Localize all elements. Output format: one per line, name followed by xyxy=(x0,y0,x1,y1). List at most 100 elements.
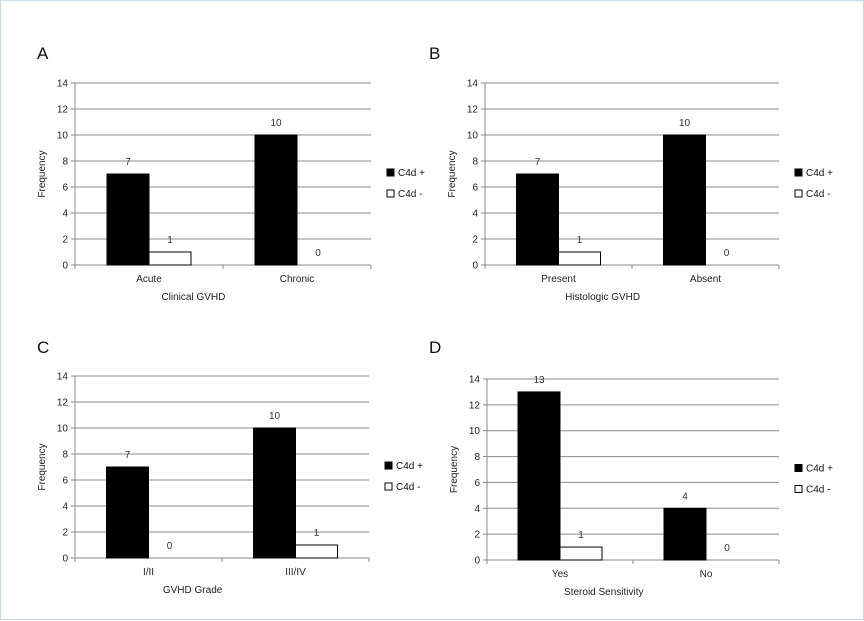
category-label: No xyxy=(700,569,713,580)
y-tick-label: 2 xyxy=(474,530,480,541)
y-tick-label: 8 xyxy=(62,157,68,168)
data-label: 7 xyxy=(125,157,131,168)
y-axis-label: Frequency xyxy=(449,446,460,493)
x-axis-label: Steroid Sensitivity xyxy=(564,587,643,598)
legend-swatch xyxy=(794,168,803,177)
y-tick-label: 14 xyxy=(469,375,481,386)
y-tick-label: 14 xyxy=(57,79,69,90)
data-label: 1 xyxy=(578,530,584,541)
bar-c4d-negative xyxy=(148,251,192,266)
y-tick-label: 10 xyxy=(57,424,69,435)
data-label: 10 xyxy=(269,411,281,422)
data-label: 0 xyxy=(724,248,730,259)
data-label: 1 xyxy=(314,528,320,539)
y-tick-label: 0 xyxy=(474,556,480,567)
legend-swatch xyxy=(794,189,803,198)
y-axis-label: Frequency xyxy=(447,150,458,197)
panel-letter: D xyxy=(429,338,441,357)
panel-letter: C xyxy=(37,338,49,357)
y-axis-label: Frequency xyxy=(37,150,48,197)
legend-label: C4d - xyxy=(806,189,830,200)
panel-d: D 0 2 4 6 8 10 12 14 Frequency 13 1 Yes 4 0 No Steroid S… xyxy=(429,338,833,598)
legend-label: C4d - xyxy=(806,485,830,496)
bar-c4d-positive xyxy=(106,466,149,559)
data-label: 0 xyxy=(315,248,321,259)
category-label: I/II xyxy=(143,567,154,578)
bar-c4d-positive xyxy=(106,173,150,266)
y-tick-label: 12 xyxy=(57,105,69,116)
y-tick-label: 4 xyxy=(472,209,478,220)
data-label: 4 xyxy=(682,491,688,502)
y-tick-label: 4 xyxy=(62,209,68,220)
legend-swatch xyxy=(386,189,395,198)
legend-swatch xyxy=(384,461,393,470)
y-tick-label: 12 xyxy=(467,105,479,116)
bar-c4d-positive xyxy=(253,427,296,559)
y-tick-label: 0 xyxy=(62,554,68,565)
category-label: Yes xyxy=(552,569,568,580)
y-tick-label: 8 xyxy=(474,452,480,463)
y-tick-label: 2 xyxy=(62,528,68,539)
category-label: Chronic xyxy=(280,274,314,285)
y-tick-label: 10 xyxy=(469,426,481,437)
data-label: 13 xyxy=(533,375,545,386)
y-tick-label: 6 xyxy=(62,476,68,487)
y-tick-label: 14 xyxy=(57,372,69,383)
y-tick-label: 6 xyxy=(472,183,478,194)
panel-letter: B xyxy=(429,44,440,63)
y-tick-label: 10 xyxy=(57,131,69,142)
y-tick-label: 4 xyxy=(62,502,68,513)
panel-a: A 0 2 4 6 8 10 12 14 Frequency 7 1 Acute 10 0 Chronic Cl… xyxy=(37,44,425,303)
data-label: 1 xyxy=(167,235,173,246)
legend-swatch xyxy=(794,464,803,472)
y-tick-label: 6 xyxy=(474,478,480,489)
y-tick-label: 14 xyxy=(467,79,479,90)
bar-c4d-positive xyxy=(254,134,298,266)
y-axis-label: Frequency xyxy=(37,443,48,490)
data-label: 0 xyxy=(724,543,730,554)
category-label: Absent xyxy=(690,274,721,285)
legend-label: C4d + xyxy=(806,464,833,475)
y-tick-label: 8 xyxy=(472,157,478,168)
data-label: 7 xyxy=(535,157,541,168)
data-label: 1 xyxy=(577,235,583,246)
y-tick-label: 0 xyxy=(472,261,478,272)
legend-label: C4d + xyxy=(806,168,833,179)
data-label: 7 xyxy=(125,450,131,461)
y-tick-label: 6 xyxy=(62,183,68,194)
y-tick-label: 0 xyxy=(62,261,68,272)
legend-swatch xyxy=(386,168,395,177)
legend-label: C4d - xyxy=(398,189,422,200)
x-axis-label: Histologic GVHD xyxy=(565,292,640,303)
category-label: III/IV xyxy=(285,567,306,578)
panel-letter: A xyxy=(37,44,49,63)
panel-b: B 0 2 4 6 8 10 12 14 Frequency 7 1 Present 10 0 Absent H… xyxy=(429,44,833,303)
y-tick-label: 2 xyxy=(62,235,68,246)
bar-c4d-positive xyxy=(517,391,561,561)
y-tick-label: 10 xyxy=(467,131,479,142)
x-axis-label: GVHD Grade xyxy=(163,585,223,596)
y-tick-label: 4 xyxy=(474,504,480,515)
bar-c4d-positive xyxy=(663,134,706,266)
legend-label: C4d + xyxy=(398,168,425,179)
panel-c: C 0 2 4 6 8 10 12 14 Frequency 7 0 I/II 10 1 III/IV GVHD… xyxy=(37,338,423,596)
legend-label: C4d - xyxy=(396,482,420,493)
bar-c4d-positive xyxy=(663,507,707,561)
bar-c4d-positive xyxy=(516,173,559,266)
y-tick-label: 12 xyxy=(469,400,481,411)
bar-c4d-negative xyxy=(295,544,338,559)
legend-label: C4d + xyxy=(396,461,423,472)
y-tick-label: 8 xyxy=(62,450,68,461)
x-axis-label: Clinical GVHD xyxy=(161,292,225,303)
legend-swatch xyxy=(794,485,803,493)
data-label: 10 xyxy=(270,118,282,129)
y-tick-label: 12 xyxy=(57,398,69,409)
category-label: Present xyxy=(541,274,576,285)
legend-swatch xyxy=(384,482,393,491)
y-tick-label: 2 xyxy=(472,235,478,246)
data-label: 10 xyxy=(679,118,691,129)
bar-c4d-negative xyxy=(559,546,603,561)
data-label: 0 xyxy=(167,541,173,552)
